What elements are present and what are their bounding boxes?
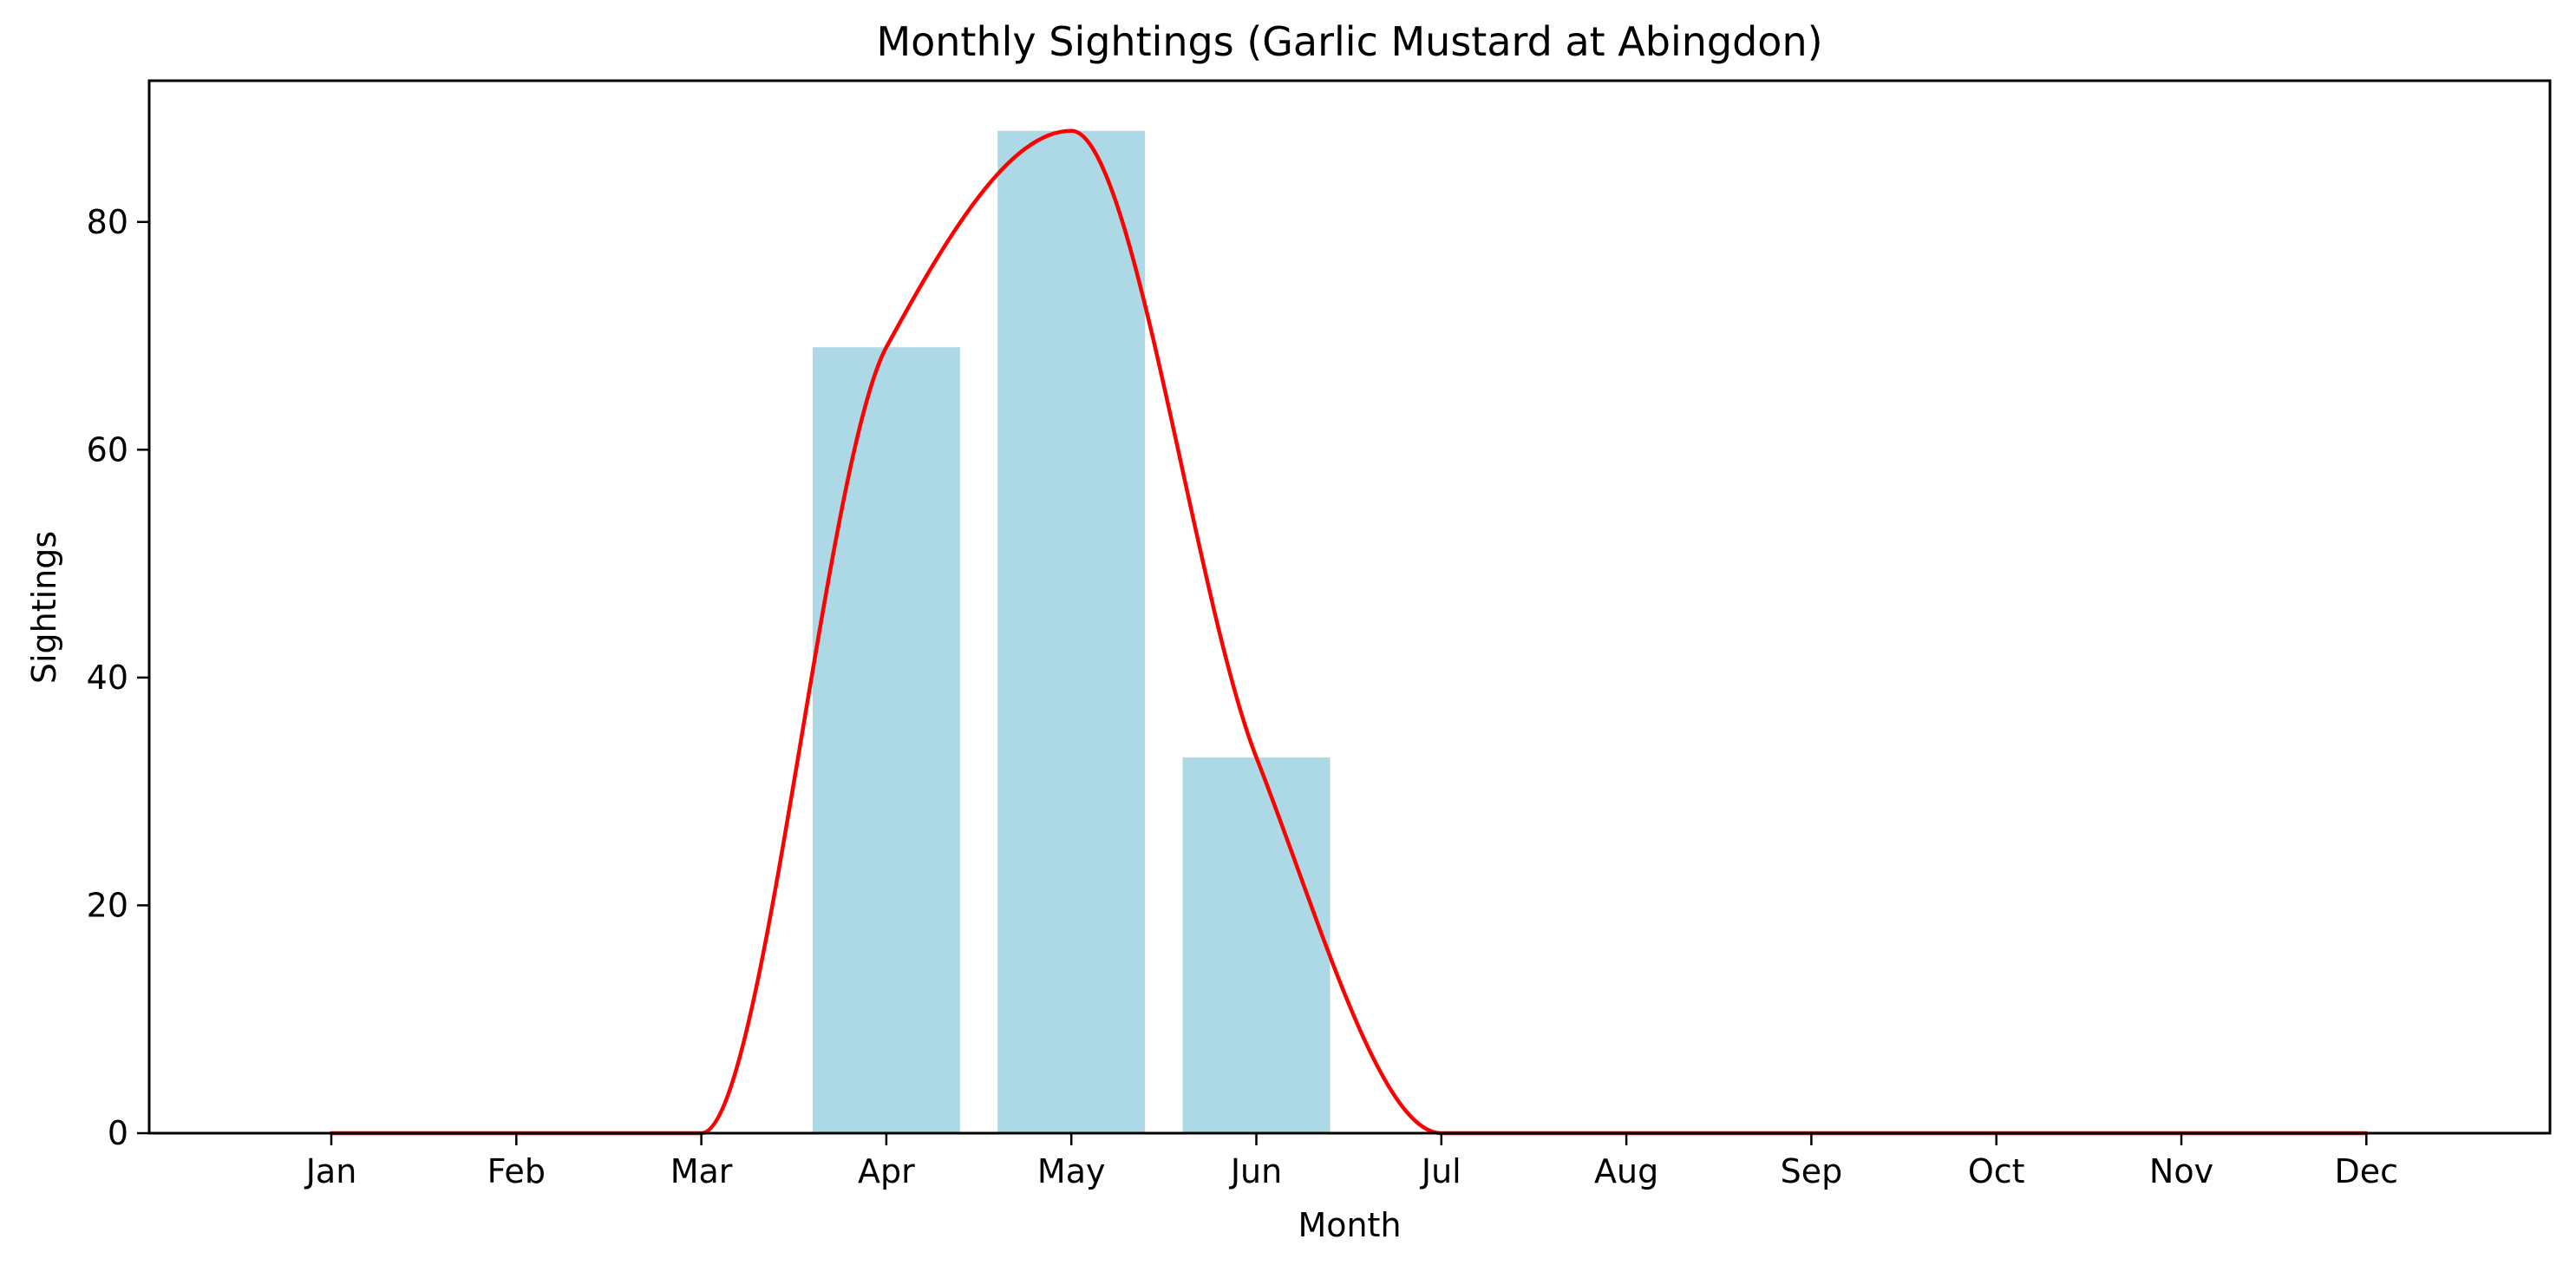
chart-title: Monthly Sightings (Garlic Mustard at Abi… — [876, 18, 1822, 65]
x-axis: Jan Feb Mar Apr May Jun Jul Aug Sep Oct Nov Dec — [304, 1133, 2398, 1190]
x-tick-label-mar: Mar — [670, 1152, 733, 1190]
bar-jun — [1182, 757, 1330, 1133]
bar-apr — [812, 347, 960, 1133]
plot-frame — [147, 79, 2552, 1135]
y-axis-title: Sightings — [25, 531, 63, 684]
x-tick-label-oct: Oct — [1968, 1152, 2025, 1190]
y-tick-label-20: 20 — [87, 886, 128, 924]
x-tick-label-nov: Nov — [2149, 1152, 2213, 1190]
bar-may — [997, 130, 1146, 1133]
line-layer — [329, 128, 2369, 1136]
x-tick-label-aug: Aug — [1594, 1152, 1658, 1190]
x-tick-label-may: May — [1037, 1152, 1106, 1190]
y-axis: 0 20 40 60 80 — [87, 203, 149, 1152]
x-tick-label-dec: Dec — [2335, 1152, 2399, 1190]
sightings-trend-line — [329, 128, 2369, 1136]
y-tick-label-80: 80 — [87, 203, 128, 241]
x-tick-label-jan: Jan — [304, 1152, 357, 1190]
x-axis-title: Month — [1298, 1206, 1401, 1244]
bars-layer — [812, 130, 1330, 1133]
y-tick-label-60: 60 — [87, 430, 128, 469]
x-tick-label-jul: Jul — [1420, 1152, 1461, 1190]
x-tick-label-apr: Apr — [858, 1152, 915, 1190]
y-tick-label-40: 40 — [87, 659, 128, 697]
x-tick-label-jun: Jun — [1229, 1152, 1282, 1190]
x-tick-label-feb: Feb — [487, 1152, 546, 1190]
x-tick-label-sep: Sep — [1781, 1152, 1843, 1190]
y-tick-label-0: 0 — [108, 1114, 128, 1152]
